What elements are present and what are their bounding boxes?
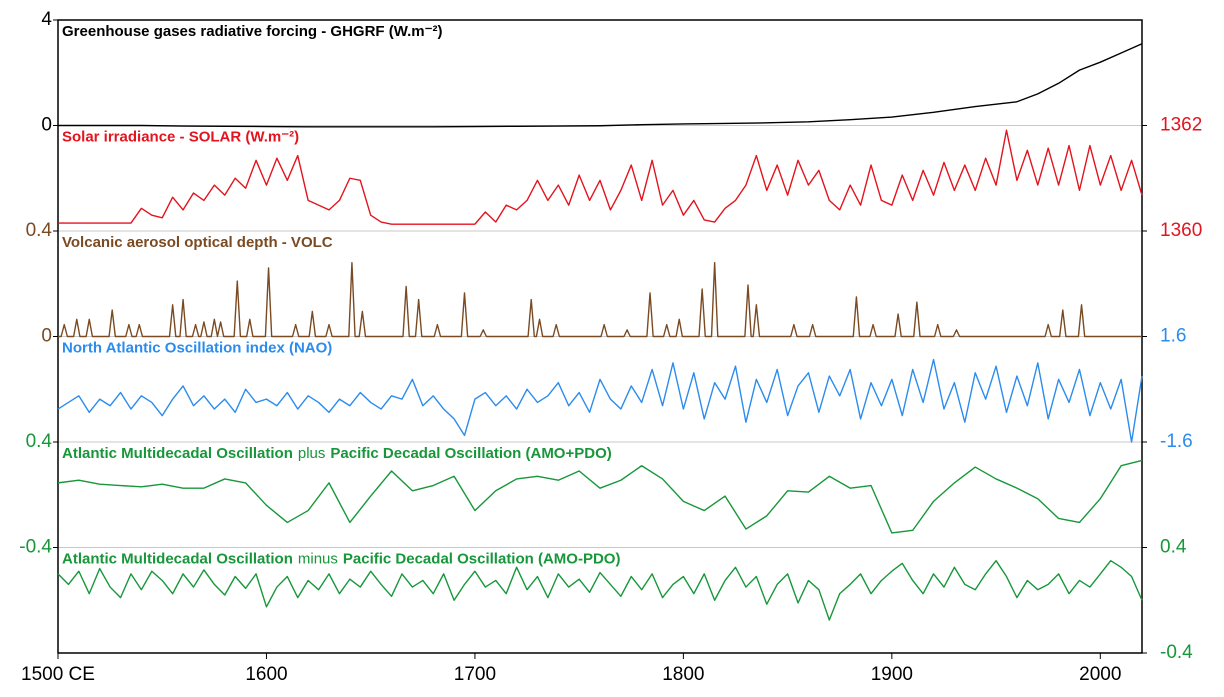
y-tick-label: 0.4 (26, 220, 53, 241)
y-tick-label: 0.4 (1160, 537, 1187, 558)
data-line (57, 358, 1143, 443)
y-tick-label: 0 (41, 115, 52, 136)
x-tick-label: 1600 (245, 664, 287, 685)
data-line (58, 261, 1142, 338)
x-tick-label: 1800 (662, 664, 704, 685)
panel-title-part: Atlantic Multidecadal Oscillation (62, 550, 293, 567)
x-tick-label: 1500 CE (21, 664, 95, 685)
panel-title: Solar irradiance - SOLAR (W.m⁻²) (62, 128, 299, 145)
data-line (57, 459, 1143, 534)
panel-title: Volcanic aerosol optical depth - VOLC (62, 234, 333, 251)
data-line (58, 129, 1143, 225)
panel-title-part: Atlantic Multidecadal Oscillation (62, 445, 293, 462)
y-tick-label: 1.6 (1160, 326, 1186, 347)
y-tick-label: 0 (41, 326, 52, 347)
y-tick-label: -0.4 (19, 537, 52, 558)
panel-title-part: Pacific Decadal Oscillation (AMO+PDO) (330, 445, 611, 462)
panel-title: Atlantic Multidecadal Oscillation plus Pac… (62, 445, 612, 462)
x-tick-label: 1900 (871, 664, 913, 685)
data-line (57, 559, 1143, 621)
y-tick-label: -1.6 (1160, 431, 1193, 452)
y-tick-label: 0.4 (26, 431, 53, 452)
y-tick-label: 4 (41, 9, 52, 30)
x-tick-label: 2000 (1079, 664, 1121, 685)
panel-title: Greenhouse gases radiative forcing - GHG… (62, 23, 443, 40)
y-tick-label: 1360 (1160, 220, 1202, 241)
panel-title: Atlantic Multidecadal Oscillation minus Pa… (62, 550, 620, 567)
panel-title-part: Pacific Decadal Oscillation (AMO-PDO) (343, 550, 621, 567)
panel-title-part: minus (298, 550, 338, 567)
data-line (58, 43, 1143, 128)
panel-title-part: plus (298, 445, 326, 462)
y-tick-label: 1362 (1160, 115, 1202, 136)
panel-title: North Atlantic Oscillation index (NAO) (62, 339, 332, 356)
x-tick-label: 1700 (454, 664, 496, 685)
y-tick-label: -0.4 (1160, 642, 1193, 663)
